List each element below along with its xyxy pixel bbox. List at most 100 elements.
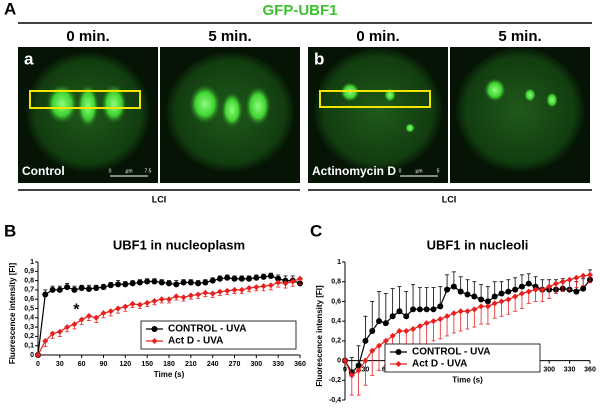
point: [355, 362, 362, 369]
point: [342, 357, 348, 364]
point: [416, 306, 423, 313]
point: [430, 306, 437, 313]
point: [209, 290, 216, 297]
point: [187, 292, 194, 299]
point: [122, 281, 129, 288]
point: [78, 316, 85, 323]
point: [512, 286, 519, 293]
point: [376, 342, 383, 349]
x-tick-label: 300: [543, 366, 555, 373]
time-label: 0 min.: [356, 28, 399, 45]
panel-label: C: [310, 221, 322, 240]
point: [464, 308, 471, 315]
point: [115, 305, 122, 312]
point: [275, 275, 282, 282]
y-tick-label: -0,4: [329, 397, 341, 404]
point: [100, 284, 107, 291]
point: [559, 278, 566, 285]
x-tick-label: 90: [100, 361, 108, 368]
point: [71, 286, 78, 293]
point: [410, 306, 417, 313]
point: [173, 281, 180, 288]
x-tick-label: 60: [78, 361, 86, 368]
point: [42, 291, 49, 298]
point: [525, 280, 532, 287]
y-tick-label: 0,2: [24, 333, 34, 340]
figure-title: GFP-UBF1: [263, 2, 338, 19]
point: [512, 293, 519, 300]
point: [457, 288, 464, 295]
point: [64, 284, 71, 291]
point: [166, 296, 172, 303]
scale-label: 7.5: [145, 168, 152, 174]
point: [403, 313, 410, 320]
point: [151, 298, 158, 305]
y-tick-label: 0: [30, 352, 34, 359]
point: [498, 290, 505, 297]
point: [410, 326, 417, 333]
point: [389, 313, 396, 320]
point: [423, 306, 430, 313]
point: [444, 286, 451, 293]
point: [144, 278, 151, 285]
x-tick-label: 30: [56, 361, 64, 368]
point: [246, 285, 253, 292]
x-tick-label: 180: [163, 361, 175, 368]
x-axis-label: Time (s): [154, 370, 185, 379]
point: [267, 282, 274, 289]
time-label: 5 min.: [208, 28, 251, 45]
point: [484, 298, 491, 305]
scale-label: 0: [109, 168, 112, 174]
x-tick-label: 360: [584, 366, 596, 373]
point: [437, 303, 444, 310]
point: [202, 289, 209, 296]
x-tick-label: 210: [185, 361, 197, 368]
y-axis-label: Fluorescence intensity [FI]: [8, 262, 17, 364]
point: [573, 274, 580, 281]
point: [416, 323, 423, 330]
legend-box: [384, 343, 541, 373]
point: [93, 314, 100, 321]
point: [478, 296, 485, 303]
point: [450, 310, 457, 317]
cell: [314, 48, 442, 172]
point: [144, 299, 151, 306]
point: [484, 303, 491, 310]
x-tick-label: 150: [141, 361, 153, 368]
point: [471, 293, 478, 300]
point: [369, 328, 376, 334]
y-axis-label: Fluorescence intensity [FI]: [315, 285, 324, 387]
point: [587, 271, 593, 278]
nucleolus: [245, 86, 271, 126]
point: [437, 316, 444, 323]
nucleolus: [189, 84, 221, 124]
x-tick-label: 240: [207, 361, 219, 368]
point: [382, 337, 389, 344]
point: [518, 283, 525, 290]
y-tick-label: 0,1: [24, 343, 34, 350]
nucleolus: [46, 84, 78, 124]
point: [498, 298, 505, 305]
group-label: LCI: [152, 194, 167, 204]
point: [478, 303, 485, 310]
y-tick-label: 0,9: [24, 268, 34, 275]
point: [260, 283, 267, 290]
point: [151, 278, 158, 285]
legend-label: CONTROL - UVA: [168, 324, 247, 335]
point: [158, 279, 165, 286]
point: [282, 280, 289, 287]
point: [216, 288, 223, 295]
y-tick-label: -0,2: [329, 377, 341, 384]
point: [231, 286, 238, 293]
y-tick-label: 0,8: [24, 277, 34, 284]
point: [71, 321, 78, 328]
point: [166, 280, 172, 287]
point: [35, 352, 41, 358]
point: [93, 285, 100, 292]
nucleolus: [546, 92, 558, 108]
point: [195, 291, 202, 298]
point: [158, 296, 165, 303]
nucleolus: [221, 92, 243, 128]
image-caption: Actinomycin D: [312, 164, 396, 178]
